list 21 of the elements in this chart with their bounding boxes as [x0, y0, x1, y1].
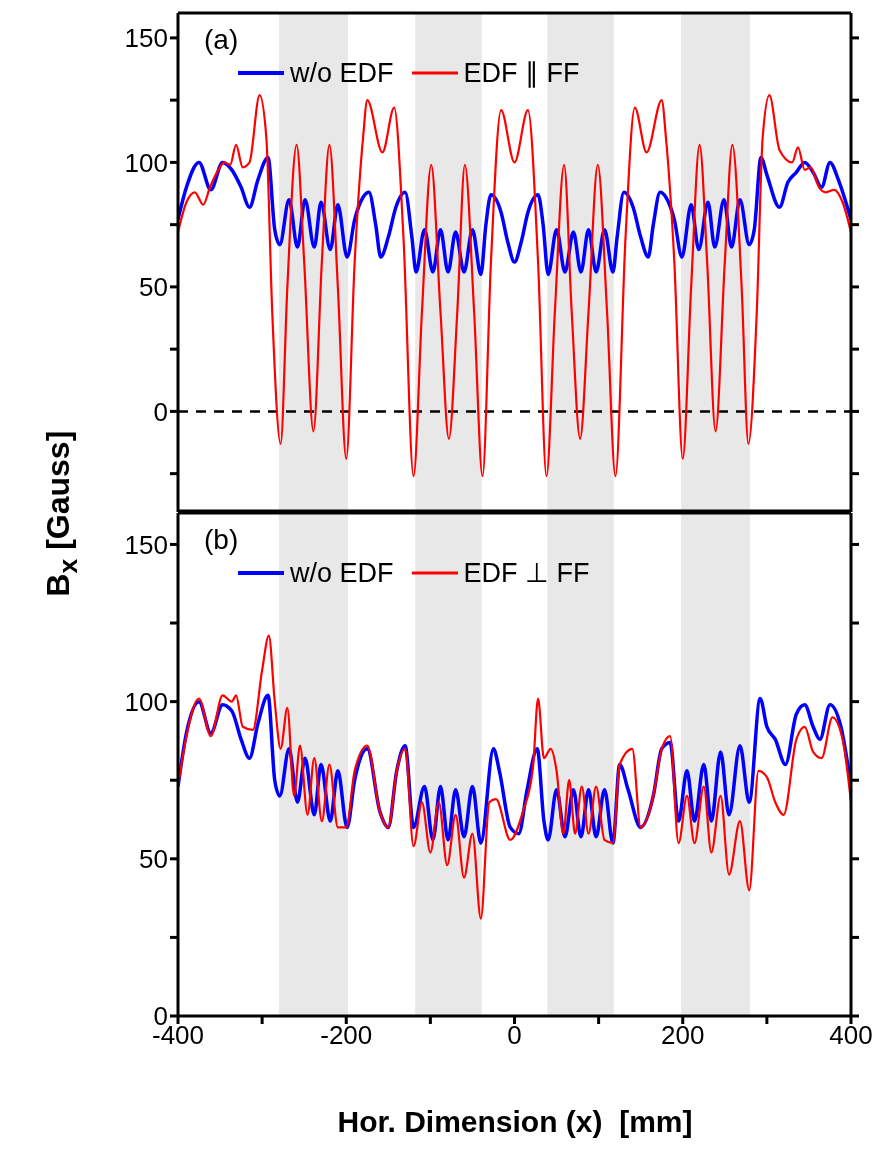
y-tick-label: 150	[124, 23, 168, 54]
y-tick-label: 100	[124, 147, 168, 178]
legend-label: w/o EDF	[290, 57, 394, 89]
x-tick-label: 200	[661, 1020, 705, 1051]
x-tick-label: 0	[507, 1020, 522, 1051]
x-tick-label: -200	[320, 1020, 373, 1051]
line-series	[178, 155, 851, 277]
y-tick-label: 150	[124, 529, 168, 560]
y-tick-label: 50	[139, 844, 168, 875]
line-series	[178, 634, 851, 920]
y-tick-label: 50	[139, 272, 168, 303]
legend-label: EDF ∥ FF	[463, 57, 580, 89]
legend-label: w/o EDF	[290, 557, 394, 589]
y-tick-label: 0	[153, 396, 168, 427]
chart-title: (a)	[204, 24, 239, 56]
x-axis-title: Hor. Dimension (x) [mm]	[336, 1105, 694, 1139]
y-tick-label: 100	[124, 686, 168, 717]
legend-label: EDF ⊥ FF	[463, 557, 590, 589]
chart-title: (b)	[204, 524, 239, 556]
x-tick-label: 400	[829, 1020, 873, 1051]
line-series	[178, 94, 851, 478]
